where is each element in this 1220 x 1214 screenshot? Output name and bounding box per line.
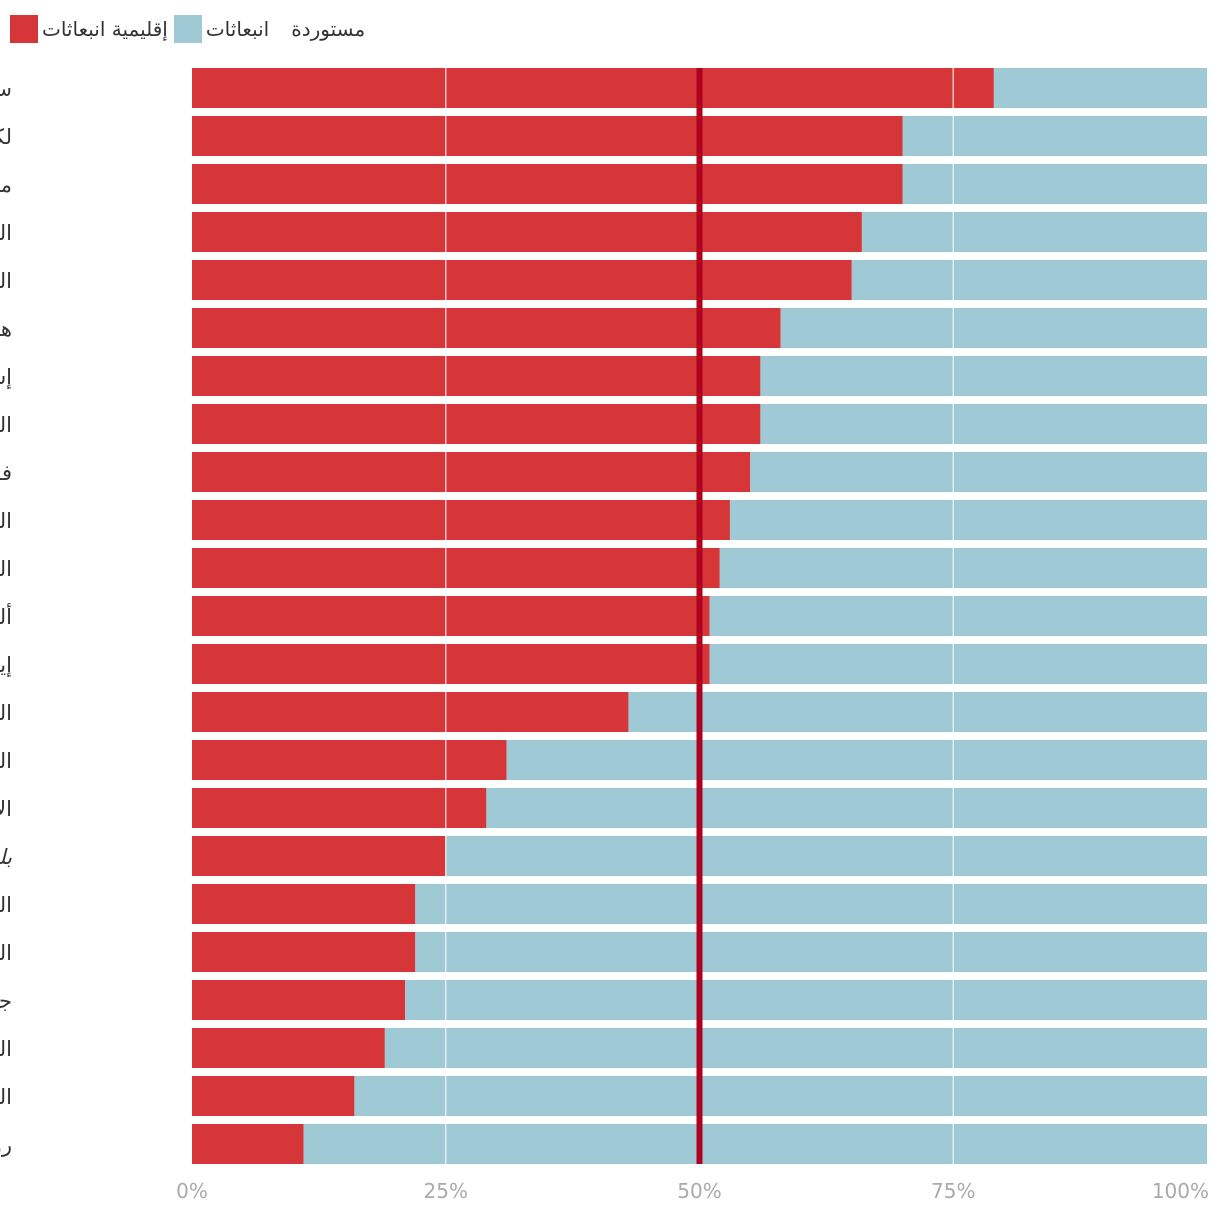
bar-imported — [750, 452, 1207, 492]
category-label: لكسمبورغ — [0, 125, 12, 149]
bar-regional — [192, 644, 710, 684]
category-label: اليابان — [0, 701, 12, 725]
legend-label-imported-2: مستوردة — [291, 17, 366, 41]
bar-regional — [192, 548, 720, 588]
x-tick-label: 75% — [931, 1179, 975, 1203]
bar-regional — [192, 500, 730, 540]
bar-regional — [192, 164, 903, 204]
bar-imported — [902, 116, 1207, 156]
legend-swatch-imported — [173, 15, 202, 43]
category-label: المكسيك — [0, 749, 12, 773]
bar-regional — [192, 116, 903, 156]
category-label: هولاندا — [0, 317, 12, 341]
category-label: روسيا — [0, 1133, 12, 1157]
category-label: بلدان أخرى — [0, 843, 12, 870]
bar-imported — [628, 692, 1207, 732]
bar-imported — [445, 836, 1207, 876]
bar-imported — [354, 1076, 1207, 1116]
bar-regional — [192, 1124, 304, 1164]
category-label: المجر — [0, 509, 12, 533]
bar-regional — [192, 1028, 385, 1068]
bar-imported — [851, 260, 1207, 300]
bar-imported — [415, 932, 1207, 972]
bar-regional — [192, 404, 761, 444]
bar-imported — [384, 1028, 1208, 1068]
bar-regional — [192, 68, 994, 108]
bar-regional — [192, 836, 446, 876]
category-label: العربية السعودية — [0, 941, 12, 965]
category-label: إيطاليا — [0, 653, 12, 678]
bar-imported — [709, 644, 1207, 684]
x-tick-label: 0% — [176, 1179, 208, 1203]
legend-item-imported: انبعاثات مستوردة — [173, 15, 366, 43]
bar-regional — [192, 308, 781, 348]
x-tick-label: 50% — [677, 1179, 721, 1203]
category-label: الهند — [0, 893, 12, 917]
bar-imported — [729, 500, 1207, 540]
bar-regional — [192, 884, 416, 924]
bar-imported — [993, 68, 1207, 108]
x-tick-label: 100% — [1152, 1179, 1209, 1203]
legend-label-regional: إقليمية انبعاثات — [42, 17, 168, 41]
bar-imported — [861, 212, 1207, 252]
bar-imported — [405, 980, 1207, 1020]
bar-regional — [192, 356, 761, 396]
bar-regional — [192, 260, 852, 300]
category-label: البرتغال — [0, 413, 12, 437]
bar-imported — [780, 308, 1207, 348]
x-tick-label: 25% — [424, 1179, 468, 1203]
legend: إقليمية انبعاثات انبعاثات مستوردة — [10, 14, 365, 44]
bar-imported — [709, 596, 1207, 636]
bar-regional — [192, 1076, 355, 1116]
legend-swatch-regional — [10, 15, 38, 43]
category-label: فرنسا — [0, 461, 12, 485]
legend-label-imported-1: انبعاثات — [205, 17, 270, 41]
legend-item-regional: إقليمية انبعاثات — [10, 15, 168, 43]
bar-regional — [192, 452, 751, 492]
category-label: سويسرا — [0, 77, 12, 101]
category-label: مالطا — [0, 173, 12, 197]
bar-imported — [303, 1124, 1207, 1164]
bar-regional — [192, 692, 629, 732]
bar-regional — [192, 932, 416, 972]
category-label: إسبانيا — [0, 365, 12, 390]
bar-regional — [192, 980, 406, 1020]
bar-imported — [760, 404, 1207, 444]
bar-imported — [760, 356, 1207, 396]
bar-imported — [506, 740, 1207, 780]
category-label: ألمانيا — [0, 603, 12, 629]
category-label: البرازيل — [0, 1037, 12, 1061]
bar-imported — [902, 164, 1207, 204]
category-label: الإمارات العربية — [0, 797, 12, 821]
bar-imported — [719, 548, 1207, 588]
category-label: الصين — [0, 1085, 12, 1109]
category-label: السويد — [0, 269, 12, 293]
bar-regional — [192, 788, 487, 828]
bar-regional — [192, 212, 862, 252]
bar-regional — [192, 596, 710, 636]
bar-imported — [415, 884, 1207, 924]
bar-regional — [192, 740, 507, 780]
category-label: جنوب أفريقيا — [0, 987, 12, 1013]
category-label: النرويج — [0, 221, 12, 245]
bar-imported — [486, 788, 1208, 828]
category-label: المملكة المتحدة — [0, 557, 12, 581]
